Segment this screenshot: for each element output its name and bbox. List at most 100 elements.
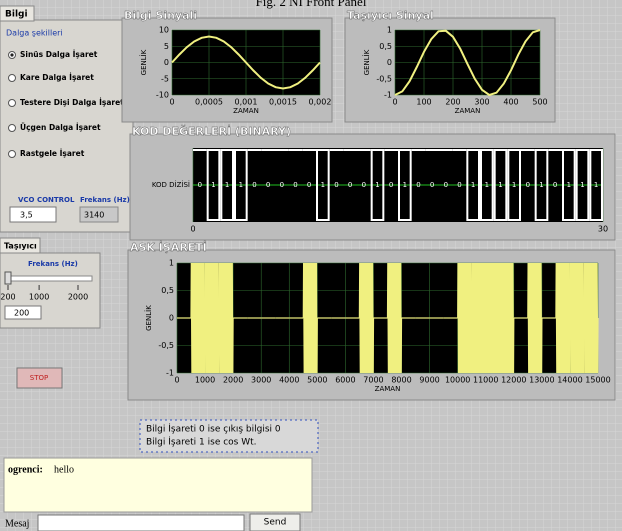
radio-button[interactable] <box>8 150 16 158</box>
bit-cell <box>493 149 508 221</box>
bit-label: 0 <box>307 181 311 189</box>
bit-label: 1 <box>594 181 598 189</box>
line-series <box>394 29 541 97</box>
y-tick-label: 0,5 <box>379 42 392 51</box>
radio-label[interactable]: Üçgen Dalga İşaret <box>20 123 101 132</box>
info-panel <box>0 19 134 233</box>
y-tick-label: 5 <box>164 42 169 51</box>
x-tick-label: 0,002 <box>309 98 332 107</box>
chart-title: Bilgi Sinyali <box>124 9 197 22</box>
bit-label: 0 <box>252 181 256 189</box>
radio-label[interactable]: Kare Dalga İşaret <box>20 73 94 82</box>
y-tick-label: -0,5 <box>376 74 392 83</box>
x-tick-label: 11000 <box>473 376 498 385</box>
chart: Taşıyıcı Sinyal 0 100 200 300 400 500 1 0,5 0 -0,5… <box>344 9 556 123</box>
x-tick-label: 6000 <box>335 376 355 385</box>
button-label[interactable]: STOP <box>30 374 48 382</box>
bit-label: 1 <box>403 181 407 189</box>
carrier-tab[interactable] <box>0 237 41 254</box>
ask-segment <box>218 262 234 374</box>
bit-label: 0 <box>334 181 338 189</box>
numeric-input[interactable] <box>4 305 42 320</box>
x-tick-label: 0 <box>169 98 174 107</box>
radio-button[interactable] <box>8 99 16 107</box>
ask-segment <box>190 262 206 374</box>
button-label[interactable]: Send <box>264 518 287 528</box>
radio-label[interactable]: Rastgele İşaret <box>20 149 85 158</box>
ask-segment <box>569 262 585 374</box>
slider[interactable]: 200 1000 2000 <box>0 271 88 302</box>
x-tick-label: 0,001 <box>235 98 258 107</box>
note-box <box>139 419 319 453</box>
x-tick-label: 4000 <box>279 376 299 385</box>
x-tick-label: 0,0005 <box>195 98 223 107</box>
bit-label: 1 <box>567 181 571 189</box>
x-tick-label: 14000 <box>557 376 582 385</box>
bit-cell <box>398 149 412 221</box>
bit-label: 0 <box>553 181 557 189</box>
bit-cell <box>575 149 590 221</box>
indicator <box>79 206 119 223</box>
x-tick-label: 12000 <box>501 376 526 385</box>
input-label: Mesaj <box>5 518 29 529</box>
slider-knob[interactable] <box>4 271 12 285</box>
radio-button[interactable] <box>8 74 16 82</box>
y-axis-label: GENLİK <box>362 49 371 75</box>
tab-label[interactable]: Taşıyıcı <box>4 242 37 251</box>
bit-cell <box>316 149 330 221</box>
bit-label: 0 <box>293 181 297 189</box>
bit-label: 0 <box>198 181 202 189</box>
ask-segment <box>583 262 599 374</box>
input-value: 200 <box>14 309 29 318</box>
radio-label[interactable]: Sinüs Dalga İşaret <box>20 50 98 59</box>
indicator-value: 3140 <box>84 211 104 220</box>
ask-segment <box>457 262 473 374</box>
bit-label: 1 <box>211 181 215 189</box>
y-tick-label: 0 <box>387 58 392 67</box>
info-tab[interactable] <box>0 5 35 22</box>
send-button[interactable] <box>249 513 301 531</box>
input-value: 3,5 <box>20 211 33 220</box>
bit-label: 0 <box>430 181 434 189</box>
ask-segment <box>555 262 571 374</box>
x-tick-label: 2000 <box>223 376 243 385</box>
bit-cell <box>370 149 385 221</box>
bit-label: 1 <box>225 181 229 189</box>
x-tick-label: 10000 <box>445 376 470 385</box>
y-tick-label: 1 <box>387 26 392 35</box>
x-tick-label: 300 <box>474 98 489 107</box>
x-tick-label: 0 <box>190 225 195 234</box>
bit-label: 0 <box>348 181 352 189</box>
bit-label: 0 <box>416 181 420 189</box>
slider-track[interactable] <box>5 275 93 282</box>
x-tick-label: 400 <box>503 98 518 107</box>
y-tick-label: 1 <box>169 259 174 268</box>
ask-segment <box>527 262 543 374</box>
bit-label: 0 <box>457 181 461 189</box>
ask-segment <box>204 262 220 374</box>
y-axis-label: GENLİK <box>139 49 148 75</box>
tab-label[interactable]: Bilgi <box>5 10 28 20</box>
note-line: Bilgi İşareti 1 ise cos Wt. <box>146 437 257 448</box>
bit-label: 1 <box>321 181 325 189</box>
chart-title: Taşıyıcı Sinyal <box>347 9 434 22</box>
bit-label: 1 <box>375 181 379 189</box>
radio-label[interactable]: Testere Dişi Dalga İşaret <box>20 98 124 107</box>
bit-cell <box>507 149 522 221</box>
chart: KOD DEĞERLERİ (BINARY) 0 30 KOD DİZİSİ 0 1 1 1 0… <box>129 124 616 241</box>
ask-segment <box>302 262 318 374</box>
radio-group: Sinüs Dalga İşaret Kare Dalga İşaret Teste… <box>8 50 124 158</box>
slider-tick-label: 200 <box>0 293 15 302</box>
bit-label: 0 <box>280 181 284 189</box>
y-axis-label: GENLİK <box>144 305 153 331</box>
numeric-input[interactable] <box>9 206 57 223</box>
x-axis-label: ZAMAN <box>375 385 401 393</box>
x-tick-label: 200 <box>445 98 460 107</box>
slider-label: Frekans (Hz) <box>28 260 78 268</box>
bit-label: 1 <box>498 181 502 189</box>
chat-log <box>3 457 313 513</box>
message-input[interactable] <box>37 514 245 531</box>
radio-button[interactable] <box>8 124 16 132</box>
stop-button[interactable] <box>16 367 63 389</box>
